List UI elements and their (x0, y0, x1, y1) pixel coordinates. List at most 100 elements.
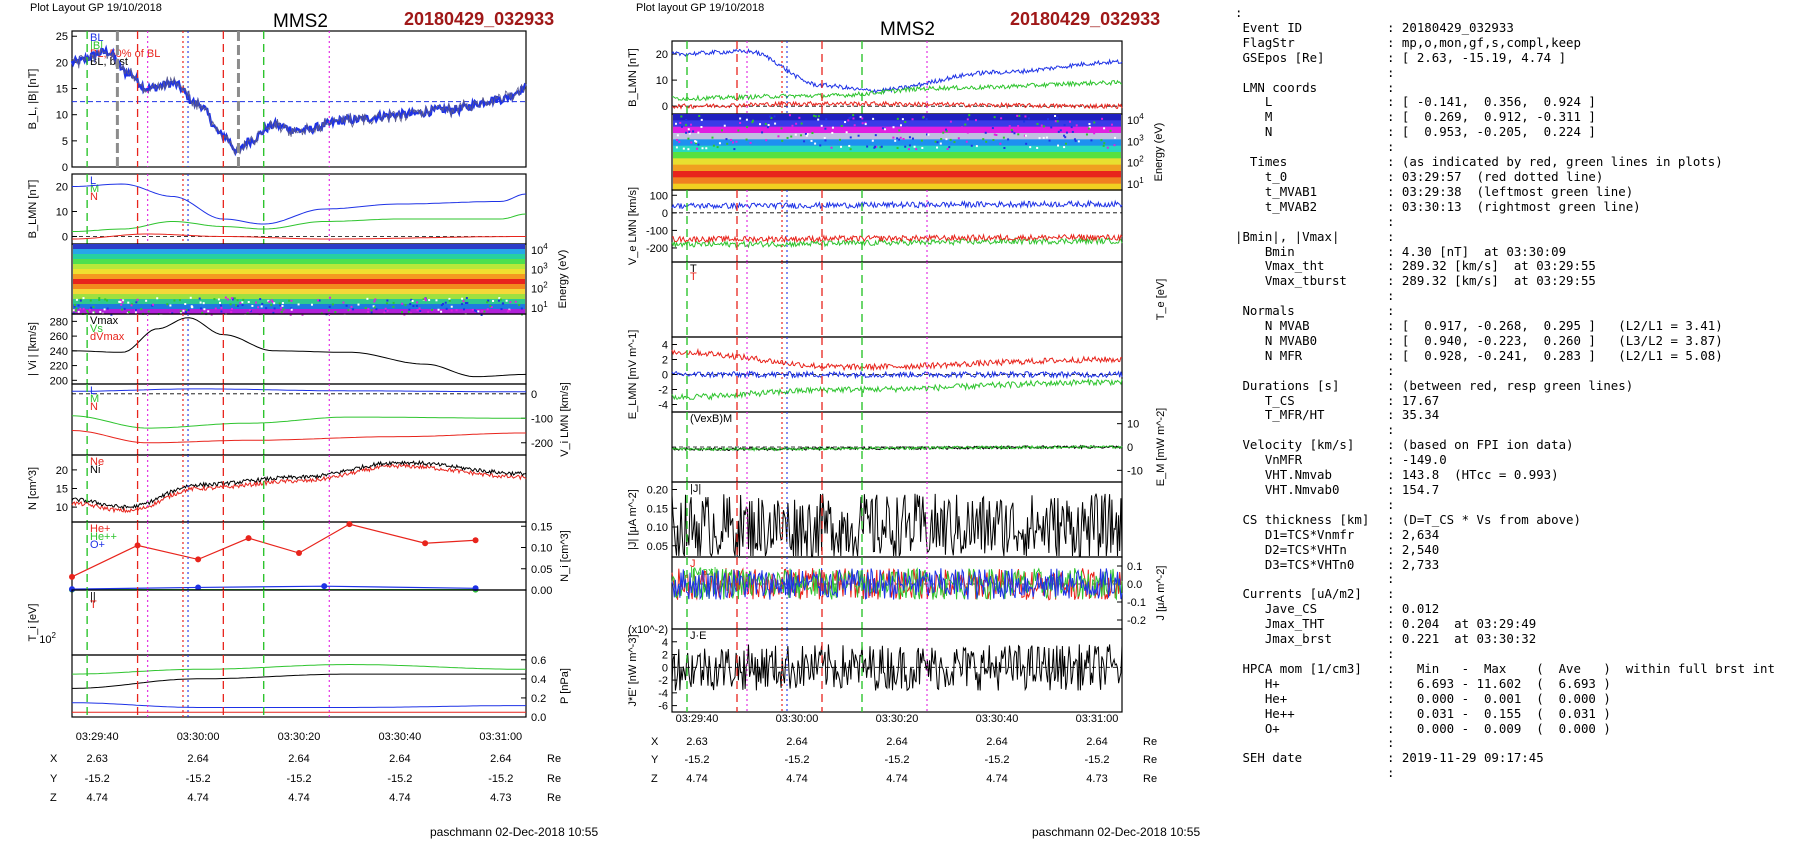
spectrogram-speckle (1057, 144, 1060, 147)
spectrogram-speckle (795, 122, 798, 125)
spectrogram-speckle (1114, 136, 1117, 139)
info-value: : -149.0 (1387, 452, 1447, 468)
info-row: Jmax_brst: 0.221 at 03:30:32 (1235, 631, 1775, 647)
tick-exponent: 2 (1139, 155, 1144, 164)
info-row: Durations [s]: (between red, resp green … (1235, 378, 1775, 394)
spectrogram-speckle (1011, 130, 1014, 133)
spectrogram-speckle (1113, 144, 1116, 147)
info-key: D2=TCS*VHTn (1235, 541, 1347, 557)
info-row: VHT.Nmvab: 143.8 (HTcc = 0.993) (1235, 467, 1775, 483)
spectrogram-speckle (127, 310, 130, 313)
spectrogram-speckle (428, 299, 431, 302)
x-tick-label: 03:30:00 (177, 731, 220, 743)
spectrogram-speckle (119, 301, 122, 304)
spectrogram-speckle (345, 304, 348, 307)
spectrogram-speckle (1103, 127, 1106, 130)
info-value: : Min - Max ( Ave ) within full brst int (1387, 660, 1775, 676)
y-tick-label: -0.2 (1127, 615, 1146, 627)
spectrogram-speckle (466, 301, 469, 304)
legend-label: Vmax (90, 315, 119, 327)
spectrogram-speckle (126, 312, 129, 315)
spectrogram-speckle (968, 114, 971, 117)
spectrogram-band (73, 244, 525, 250)
spectrogram-speckle (290, 299, 293, 302)
spectrogram-speckle (152, 303, 155, 306)
spectrogram-speckle (766, 126, 769, 129)
spectrogram-speckle (892, 136, 895, 139)
spectrogram-speckle (908, 136, 911, 139)
spectrogram-band (73, 249, 525, 255)
spectrogram-speckle (1063, 124, 1066, 127)
spectrogram-speckle (444, 301, 447, 304)
panel-electric-field: 4 2 0 -2 -4 E_LMN [mV m^-1] (627, 330, 1123, 419)
spectrogram-speckle (440, 304, 443, 307)
spectrogram-speckle (392, 301, 395, 304)
spectrogram-speckle (1054, 120, 1057, 123)
spectrogram-speckle (676, 134, 679, 137)
spectrogram-speckle (230, 307, 233, 310)
info-row: O+: 0.000 - 0.009 ( 0.000 ) (1235, 721, 1775, 737)
spectrogram-speckle (267, 299, 270, 302)
spectrogram-speckle (682, 147, 685, 150)
spectrogram-speckle (331, 303, 334, 306)
spectrogram-speckle (317, 299, 320, 302)
spectrogram-speckle (184, 303, 187, 306)
y-tick-label: 240 (50, 346, 68, 358)
legend-label: He+ (90, 523, 111, 535)
spectrogram-speckle (500, 308, 503, 311)
spectrogram-speckle (685, 123, 688, 126)
info-value: : (1387, 765, 1395, 781)
info-row: : (1235, 288, 1775, 304)
spectrogram-speckle (824, 139, 827, 142)
info-row: |Bmin|, |Vmax|: (1235, 229, 1775, 245)
info-value: : [ 0.953, -0.205, 0.224 ] (1387, 124, 1596, 140)
spectrogram-speckle (732, 141, 735, 144)
spectrogram-band (73, 309, 525, 315)
spectrogram-speckle (217, 298, 220, 301)
spectrogram-speckle (875, 145, 878, 148)
panel-current-lmn: 0.10.0-0.1-0.2J [μA m^-2]J|Max| (671, 556, 1167, 630)
tick-base: 10 (531, 264, 543, 276)
spectrogram-speckle (507, 309, 510, 312)
spectrogram-speckle (759, 123, 762, 126)
panel-b-lmn: 0 10 20 B_LMN [nT] LMN (27, 173, 527, 245)
ephemeris-value: -15.2 (286, 773, 311, 785)
spectrogram-speckle (745, 118, 748, 121)
spectrogram-speckle (1042, 125, 1045, 128)
spectrogram-speckle (229, 303, 232, 306)
spectrogram-speckle (692, 130, 695, 133)
spectrogram-speckle (1088, 126, 1091, 129)
spectrogram-speckle (939, 142, 942, 145)
info-row: HPCA mom [1/cm3]: Min - Max ( Ave ) with… (1235, 660, 1775, 677)
spectrogram-speckle (1017, 125, 1020, 128)
spectrogram-band (673, 158, 1121, 166)
info-value: : (1387, 213, 1395, 229)
spectrogram-speckle (440, 310, 443, 313)
spectrogram-tick-label: 103 (1127, 133, 1144, 148)
spectrogram-speckle (1073, 138, 1076, 141)
spectrogram-speckle (77, 304, 80, 307)
info-key: N MVAB0 (1235, 332, 1318, 348)
spectrogram-speckle (982, 138, 985, 141)
legend-label: M (90, 183, 99, 195)
spectrogram-speckle (735, 140, 738, 143)
spectrogram-band (673, 145, 1121, 153)
spectrogram-speckle (864, 123, 867, 126)
spectrogram-speckle (347, 309, 350, 312)
series-line (71, 463, 527, 514)
info-row: N MVAB0: [ 0.940, -0.223, 0.260 ] (L3/L2… (1235, 332, 1775, 349)
spectrogram-speckle (268, 300, 271, 303)
y-axis-label: V_e LMN [km/s] (627, 187, 639, 265)
spectrogram-speckle (486, 301, 489, 304)
ephemeris-unit: Re (1143, 773, 1157, 785)
y-tick-label: 10 (656, 75, 668, 87)
info-row: N: [ 0.953, -0.205, 0.224 ] (1235, 124, 1775, 140)
spectrogram-speckle (169, 304, 172, 307)
spectrogram-band (673, 126, 1121, 134)
info-row: : (1235, 5, 1775, 21)
spectrogram-speckle (230, 310, 233, 313)
spectrogram-speckle (486, 308, 489, 311)
panel-current-density: 0.05 0.10 0.15 0.20 |J| [μA m^-2] |J| (627, 481, 1123, 558)
